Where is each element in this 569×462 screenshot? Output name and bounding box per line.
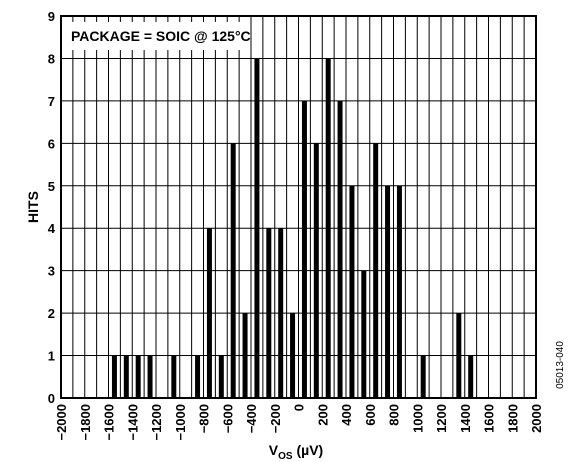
- x-tick-label: 400: [339, 404, 354, 426]
- histogram-bar: [361, 270, 367, 398]
- x-tick-label: 1600: [482, 404, 497, 433]
- y-tick-label: 6: [48, 136, 55, 151]
- x-axis-title: VOS (µV): [269, 442, 323, 462]
- histogram-bars: [111, 58, 474, 398]
- histogram-bar: [266, 228, 272, 398]
- x-tick-label: 0: [292, 404, 307, 411]
- histogram-bar: [456, 313, 462, 398]
- histogram-bar: [396, 185, 402, 398]
- histogram-bar: [420, 355, 426, 398]
- histogram-bar: [373, 143, 379, 398]
- histogram-bar: [325, 58, 331, 398]
- histogram-bar: [195, 355, 201, 398]
- x-axis-title-sub: OS: [278, 451, 293, 462]
- histogram-bar: [123, 355, 129, 398]
- x-tick-label: −2000: [54, 404, 69, 441]
- y-tick-label: 8: [48, 51, 55, 66]
- x-tick-label: 200: [315, 404, 330, 426]
- figure-code: 05013-040: [555, 341, 566, 389]
- x-tick-label: −800: [197, 404, 212, 433]
- histogram-bar: [337, 100, 343, 398]
- x-tick-label: −400: [244, 404, 259, 433]
- x-tick-label: 1000: [410, 404, 425, 433]
- annotation-box: [64, 22, 242, 50]
- y-tick-label: 1: [48, 349, 55, 364]
- histogram-bar: [206, 228, 212, 398]
- x-tick-label: 1800: [505, 404, 520, 433]
- histogram-bar: [301, 100, 307, 398]
- histogram-bar: [135, 355, 141, 398]
- histogram-bar: [171, 355, 177, 398]
- histogram-bar: [218, 355, 224, 398]
- histogram-bar: [147, 355, 153, 398]
- y-tick-label: 5: [48, 179, 55, 194]
- plot-frame: [60, 15, 537, 399]
- x-tick-label: −1400: [125, 404, 140, 441]
- y-tick-labels: 0 1 2 3 4 5 6 7 8 9: [48, 9, 56, 406]
- histogram-bar: [111, 355, 117, 398]
- y-tick-label: 2: [48, 306, 55, 321]
- histogram-bar: [254, 58, 260, 398]
- y-tick-label: 7: [48, 94, 55, 109]
- y-tick-label: 0: [48, 391, 55, 406]
- x-tick-label: 800: [387, 404, 402, 426]
- histogram-bar: [230, 143, 236, 398]
- y-tick-label: 4: [48, 221, 56, 236]
- x-tick-label: 1400: [458, 404, 473, 433]
- grid-lines: [61, 16, 536, 398]
- x-tick-label: −1800: [78, 404, 93, 441]
- histogram-bar: [290, 313, 296, 398]
- x-tick-label: −1000: [173, 404, 188, 441]
- histogram-bar: [349, 185, 355, 398]
- histogram-bar: [468, 355, 474, 398]
- histogram-bar: [385, 185, 391, 398]
- x-axis-title-unit: (µV): [293, 442, 324, 458]
- histogram-bar: [278, 228, 284, 398]
- y-tick-label: 9: [48, 9, 55, 24]
- x-tick-label: −600: [220, 404, 235, 433]
- x-tick-label: −200: [268, 404, 283, 433]
- histogram-bar: [242, 313, 248, 398]
- x-tick-label: 1200: [434, 404, 449, 433]
- x-tick-label: 600: [363, 404, 378, 426]
- x-axis-title-main: V: [269, 442, 279, 458]
- y-axis-title: HITS: [25, 191, 41, 223]
- x-tick-label: −1600: [102, 404, 117, 441]
- histogram-bar: [313, 143, 319, 398]
- annotation-text: PACKAGE = SOIC @ 125°C: [71, 28, 251, 44]
- x-tick-labels: −2000 −1800 −1600 −1400 −1200 −1000 −800 −600 −4…: [54, 404, 544, 441]
- x-tick-label: −1200: [149, 404, 164, 441]
- x-tick-label: 2000: [529, 404, 544, 433]
- y-tick-label: 3: [48, 264, 55, 279]
